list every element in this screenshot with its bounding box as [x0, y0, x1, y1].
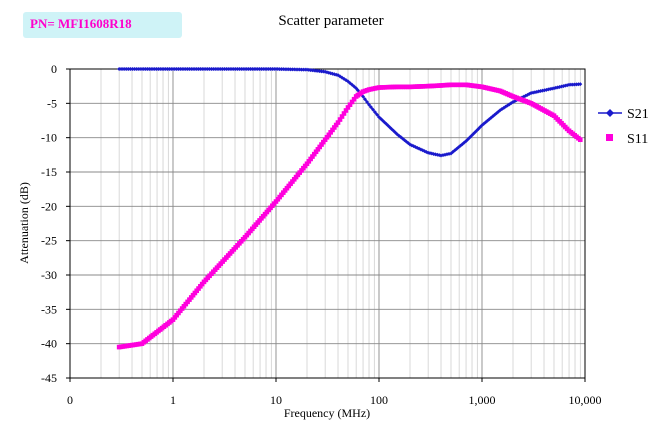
data-point-s11: [324, 134, 330, 140]
data-point-s11: [335, 120, 341, 125]
x-tick-label: 10,000: [569, 393, 602, 407]
part-number-label: PN= MFI1608R18: [30, 16, 132, 31]
x-axis-label: Frequency (MHz): [284, 406, 370, 420]
y-tick-label: -25: [41, 234, 57, 248]
y-tick-label: -20: [41, 199, 57, 213]
y-axis-label: Attenuation (dB): [17, 182, 31, 264]
y-tick-label: -40: [41, 337, 57, 351]
data-point-s11: [341, 111, 347, 116]
y-tick-label: -10: [41, 131, 57, 145]
legend-label-s11: S11: [627, 132, 648, 147]
legend-item-s11: S11: [606, 132, 648, 147]
legend-item-s21: S21: [598, 107, 649, 122]
x-axis-ticks: 0 1 10 100 1,000 10,000: [67, 378, 602, 407]
y-tick-label: -45: [41, 371, 57, 385]
data-point-s21: [363, 97, 368, 102]
data-point-s11: [345, 105, 351, 110]
data-point-s11: [315, 147, 321, 152]
y-tick-label: -35: [41, 302, 57, 316]
major-gridlines: [69, 68, 586, 379]
legend-s21-marker: [606, 109, 614, 117]
y-tick-label: 0: [51, 62, 57, 76]
data-point-s11: [313, 149, 319, 155]
data-point-s11: [330, 127, 335, 133]
data-point-s21: [578, 82, 583, 87]
y-tick-label: -15: [41, 165, 57, 179]
legend-label-s21: S21: [627, 107, 649, 122]
data-point-s11: [326, 132, 332, 138]
y-axis-ticks: 0 -5 -10 -15 -20 -25 -30 -35 -40 -45: [41, 62, 70, 385]
series-layer: [116, 67, 583, 350]
data-point-s11: [328, 130, 333, 135]
plot-area-frame: [69, 68, 586, 379]
part-number-badge: PN= MFI1608R18: [23, 12, 182, 38]
x-tick-label: 0: [67, 393, 73, 407]
data-point-s11: [347, 102, 353, 108]
data-point-s11: [333, 122, 339, 128]
data-point-s11: [577, 137, 583, 143]
data-point-s11: [311, 151, 317, 157]
data-point-s21: [371, 107, 376, 112]
x-tick-label: 1,000: [469, 393, 496, 407]
legend: S21 S11: [598, 107, 649, 147]
data-point-s11: [322, 137, 328, 143]
data-point-s21: [367, 102, 372, 107]
y-tick-label: -5: [47, 96, 57, 110]
data-point-s21: [369, 105, 374, 110]
data-point-s21: [509, 101, 514, 106]
data-point-s11: [351, 96, 357, 102]
data-point-s11: [308, 156, 313, 162]
data-point-s11: [321, 139, 326, 145]
data-point-s11: [339, 114, 345, 119]
legend-s11-marker: [606, 134, 613, 141]
data-point-s11: [306, 159, 312, 164]
x-tick-label: 100: [370, 393, 388, 407]
y-tick-label: -30: [41, 268, 57, 282]
data-point-s21: [365, 99, 370, 104]
data-point-s11: [317, 144, 323, 150]
data-point-s11: [332, 125, 337, 130]
series-line-s11: [118, 84, 581, 348]
data-point-s11: [304, 161, 310, 167]
data-point-s11: [319, 142, 324, 147]
data-point-s21: [361, 94, 366, 99]
data-point-s11: [343, 108, 349, 113]
data-point-s11: [349, 99, 355, 105]
data-point-s21: [373, 110, 378, 115]
x-tick-label: 1: [170, 393, 176, 407]
x-tick-label: 10: [270, 393, 282, 407]
data-point-s11: [310, 154, 315, 159]
data-point-s21: [375, 112, 380, 117]
chart-title: Scatter parameter: [278, 13, 384, 29]
data-point-s11: [337, 117, 343, 122]
